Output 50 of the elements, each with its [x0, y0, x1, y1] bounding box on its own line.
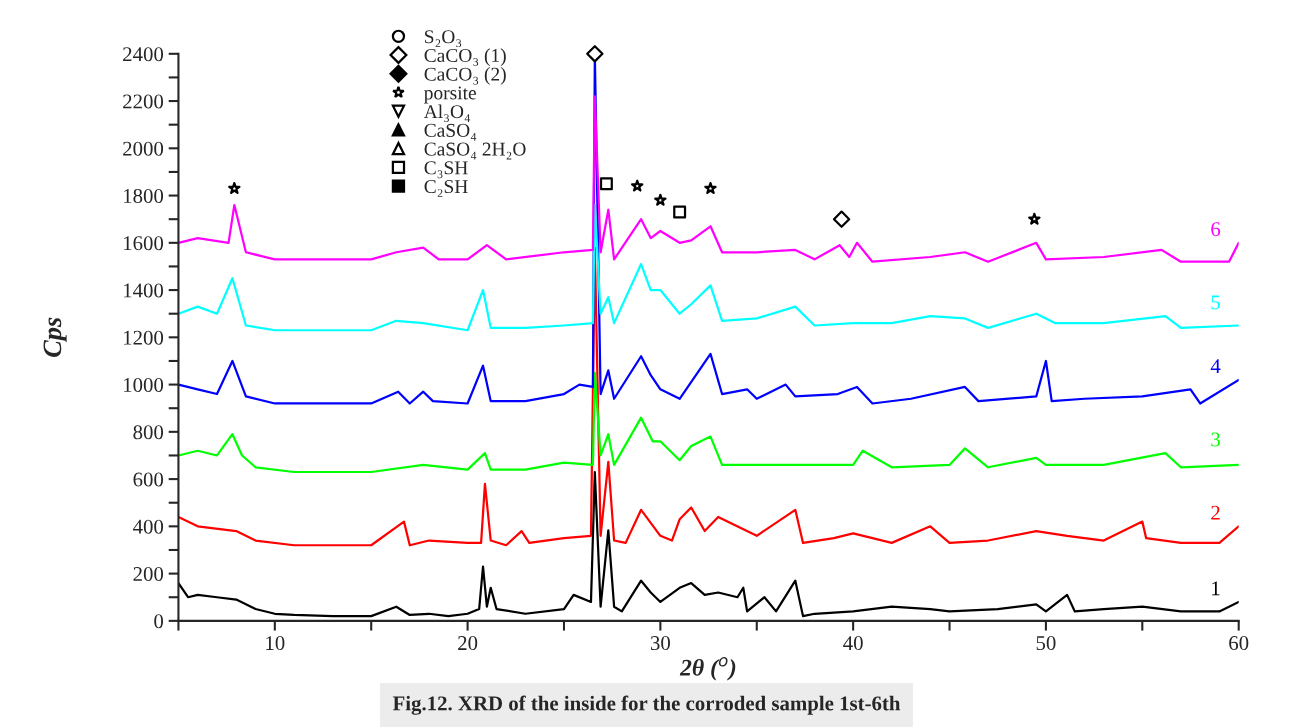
- line-series: [178, 470, 1239, 618]
- series-label: 5: [1211, 295, 1220, 310]
- y-tick-label: 1000: [124, 377, 164, 393]
- legend-label: CaCO₃ (2): [424, 67, 506, 85]
- legend-label: Al₃O₄: [423, 104, 471, 123]
- point: [586, 45, 604, 63]
- legend-label: C₂SH: [424, 180, 468, 197]
- y-tick-label: 1200: [124, 330, 164, 345]
- x-tick-label: 10: [266, 636, 285, 651]
- series-label: 1: [1212, 581, 1220, 596]
- x-tick-label: 40: [843, 636, 863, 651]
- line-series: [178, 371, 1239, 474]
- y-tick-label: 200: [133, 566, 164, 582]
- line-series: [178, 203, 1239, 332]
- series-label: 6: [1211, 222, 1221, 237]
- point: [832, 210, 851, 228]
- series-label: 2: [1211, 505, 1220, 520]
- y-tick-label: 400: [133, 519, 164, 534]
- point: [704, 181, 717, 194]
- y-tick-label: 0: [154, 614, 164, 629]
- y-tick-label: 800: [133, 425, 164, 440]
- point: [599, 177, 613, 191]
- y-tick-label: 1600: [124, 236, 164, 251]
- y-tick-label: 600: [133, 472, 164, 487]
- point: [1028, 212, 1041, 225]
- y-tick-label: 1400: [124, 283, 164, 298]
- series-label: 3: [1211, 432, 1220, 447]
- legend-label: CaSO₄ 2H₂O: [424, 142, 526, 160]
- point: [673, 205, 687, 219]
- point: [228, 181, 241, 194]
- y-tick-label: 2200: [123, 94, 164, 109]
- x-tick-label: 60: [1229, 636, 1249, 651]
- legend-label: CaSO₄: [424, 123, 477, 141]
- y-axis-title: Cps: [43, 317, 67, 357]
- line-series: [178, 246, 1239, 547]
- legend-label: C₃SH: [424, 161, 468, 179]
- legend-label: S₂O₃: [425, 30, 462, 48]
- y-tick-label: 1800: [124, 188, 164, 203]
- series-label: 4: [1210, 359, 1221, 374]
- point: [631, 179, 644, 192]
- x-tick-label: 50: [1036, 636, 1056, 651]
- point: [654, 193, 667, 206]
- legend-label: CaCO₃ (1): [424, 48, 506, 66]
- x-tick-label: 20: [458, 636, 478, 651]
- y-tick-label: 2000: [123, 141, 164, 156]
- y-tick-label: 2400: [123, 47, 164, 62]
- x-axis-title: 2θ ($^{o}$): [679, 657, 736, 681]
- x-tick-label: 30: [650, 636, 670, 651]
- caption: Fig.12. XRD of the inside for the corroded sample 1st-6th: [392, 695, 901, 715]
- legend-label: porsite: [424, 86, 476, 104]
